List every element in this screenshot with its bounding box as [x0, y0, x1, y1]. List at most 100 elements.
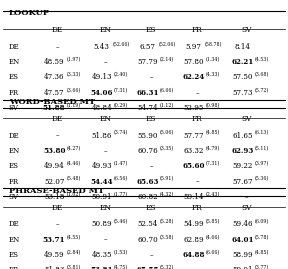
Text: (4.66): (4.66) [206, 235, 220, 240]
Text: (1.19): (1.19) [66, 103, 81, 108]
Text: 62.89: 62.89 [183, 236, 204, 244]
Text: –: – [103, 147, 107, 155]
Text: 47.36: 47.36 [44, 73, 65, 82]
Text: SV: SV [241, 26, 251, 34]
Text: 49.59: 49.59 [44, 251, 65, 259]
Text: (4.85): (4.85) [206, 130, 220, 136]
Text: SV: SV [241, 115, 251, 123]
Text: ES: ES [9, 73, 19, 82]
Text: 51.83: 51.83 [44, 266, 64, 269]
Text: ES: ES [146, 26, 156, 34]
Text: (5.91): (5.91) [160, 176, 174, 182]
Text: 55.90: 55.90 [137, 132, 158, 140]
Text: (5.28): (5.28) [160, 219, 174, 224]
Text: –: – [149, 73, 153, 82]
Text: SV: SV [9, 193, 19, 201]
Text: EN: EN [99, 26, 111, 34]
Text: 48.59: 48.59 [44, 58, 65, 66]
Text: (7.31): (7.31) [206, 161, 220, 166]
Text: 60.70: 60.70 [137, 236, 158, 244]
Text: 49.13: 49.13 [91, 73, 112, 82]
Text: (3.58): (3.58) [160, 235, 174, 240]
Text: 59.22: 59.22 [233, 162, 253, 170]
Text: (4.53): (4.53) [255, 57, 269, 62]
Text: –: – [149, 162, 153, 170]
Text: 60.82: 60.82 [137, 193, 158, 201]
Text: 49.93: 49.93 [91, 162, 112, 170]
Text: ES: ES [9, 251, 19, 259]
Text: (1.12): (1.12) [160, 103, 174, 108]
Text: (2.40): (2.40) [114, 72, 128, 77]
Text: (2.43): (2.43) [206, 192, 220, 197]
Text: FR: FR [192, 204, 202, 212]
Text: 50.91: 50.91 [91, 193, 112, 201]
Text: 52.07: 52.07 [44, 178, 65, 186]
Text: (6.13): (6.13) [255, 130, 269, 136]
Text: 59.46: 59.46 [232, 220, 253, 228]
Text: (3.68): (3.68) [255, 72, 269, 77]
Text: ES: ES [146, 115, 156, 123]
Text: FR: FR [9, 266, 19, 269]
Text: (7.31): (7.31) [114, 88, 128, 93]
Text: SV: SV [9, 104, 19, 112]
Text: WORD-BASED MT: WORD-BASED MT [9, 98, 95, 106]
Text: EN: EN [9, 147, 20, 155]
Text: EN: EN [99, 115, 111, 123]
Text: 57.79: 57.79 [137, 58, 158, 66]
Text: (3.81): (3.81) [66, 265, 81, 269]
Text: 62.93: 62.93 [232, 147, 254, 155]
Text: –: – [196, 178, 199, 186]
Text: (5.46): (5.46) [114, 219, 128, 224]
Text: FR: FR [9, 89, 19, 97]
Text: 59.01: 59.01 [232, 266, 253, 269]
Text: 64.01: 64.01 [232, 236, 254, 244]
Text: 65.63: 65.63 [137, 178, 159, 186]
Text: (3.33): (3.33) [66, 72, 81, 77]
Text: (58.78): (58.78) [204, 42, 222, 47]
Text: (1.97): (1.97) [66, 57, 81, 62]
Text: DE: DE [52, 204, 63, 212]
Text: (5.32): (5.32) [160, 265, 174, 269]
Text: 53.71: 53.71 [43, 236, 65, 244]
Text: 6.57: 6.57 [140, 43, 156, 51]
Text: (5.72): (5.72) [255, 88, 269, 93]
Text: 62.21: 62.21 [232, 58, 254, 66]
Text: 52.54: 52.54 [138, 220, 158, 228]
Text: 62.24: 62.24 [183, 73, 205, 82]
Text: (6.56): (6.56) [114, 176, 128, 182]
Text: (6.66): (6.66) [206, 250, 220, 255]
Text: (6.09): (6.09) [255, 219, 269, 224]
Text: (4.85): (4.85) [255, 250, 269, 255]
Text: (0.98): (0.98) [206, 103, 220, 108]
Text: 48.35: 48.35 [91, 251, 112, 259]
Text: DE: DE [9, 220, 19, 228]
Text: 53.80: 53.80 [43, 147, 65, 155]
Text: 49.94: 49.94 [44, 162, 65, 170]
Text: (4.75): (4.75) [114, 265, 128, 269]
Text: 66.31: 66.31 [137, 89, 159, 97]
Text: EN: EN [9, 58, 20, 66]
Text: ES: ES [9, 162, 19, 170]
Text: 58.99: 58.99 [232, 251, 253, 259]
Text: (3.66): (3.66) [66, 88, 81, 93]
Text: (6.66): (6.66) [160, 88, 174, 93]
Text: (4.33): (4.33) [206, 72, 220, 77]
Text: (3.77): (3.77) [255, 265, 269, 269]
Text: (2.84): (2.84) [66, 250, 81, 255]
Text: –: – [196, 266, 199, 269]
Text: LOOKUP: LOOKUP [9, 9, 50, 17]
Text: (5.78): (5.78) [255, 235, 269, 240]
Text: DE: DE [9, 132, 19, 140]
Text: 51.86: 51.86 [91, 132, 112, 140]
Text: 63.32: 63.32 [184, 147, 204, 155]
Text: 53.18: 53.18 [44, 193, 64, 201]
Text: (4.79): (4.79) [206, 146, 220, 151]
Text: 52.95: 52.95 [184, 104, 204, 112]
Text: 64.88: 64.88 [183, 251, 205, 259]
Text: (2.14): (2.14) [160, 57, 174, 62]
Text: 54.74: 54.74 [137, 104, 158, 112]
Text: (5.48): (5.48) [66, 176, 81, 182]
Text: 54.44: 54.44 [90, 178, 113, 186]
Text: (5.85): (5.85) [206, 219, 220, 224]
Text: (3.97): (3.97) [255, 161, 269, 166]
